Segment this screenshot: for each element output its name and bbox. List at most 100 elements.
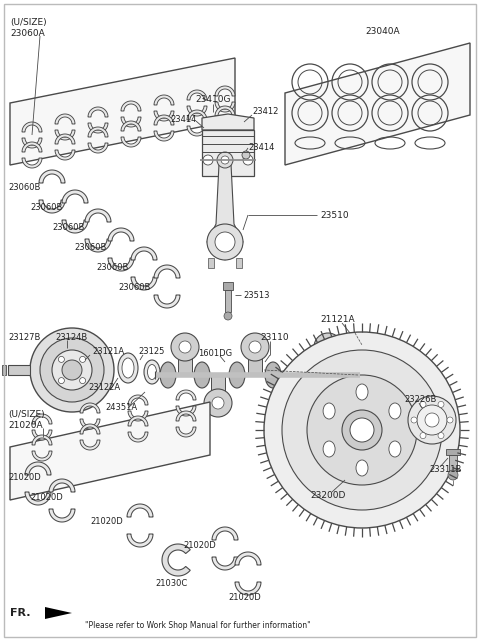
Polygon shape [32,451,52,461]
Circle shape [322,341,334,353]
Text: 23410G: 23410G [195,96,231,104]
Circle shape [307,375,417,485]
Text: 23414: 23414 [248,144,275,153]
Text: 21020D: 21020D [90,517,123,526]
Bar [211,375,225,403]
Circle shape [215,232,235,252]
Polygon shape [235,582,261,595]
Circle shape [204,389,232,417]
Text: "Please refer to Work Shop Manual for further information": "Please refer to Work Shop Manual for fu… [85,620,311,629]
Text: 23513: 23513 [243,290,269,299]
Polygon shape [80,424,100,434]
Polygon shape [55,134,75,144]
Polygon shape [154,95,174,105]
Polygon shape [39,200,65,213]
Polygon shape [25,462,51,475]
Text: 23127B: 23127B [8,333,40,342]
Text: 21020D: 21020D [228,594,261,603]
Circle shape [314,333,342,361]
Polygon shape [22,142,42,152]
Text: FR.: FR. [10,608,31,618]
Polygon shape [62,190,88,203]
Ellipse shape [337,362,353,388]
Text: 23121A: 23121A [92,347,124,356]
Ellipse shape [122,358,134,378]
Polygon shape [154,131,174,141]
Circle shape [52,350,92,390]
Bar [449,455,457,471]
Polygon shape [187,90,207,100]
Polygon shape [25,492,51,505]
Polygon shape [121,101,141,111]
Bar [202,130,254,176]
Polygon shape [154,115,174,125]
Text: 23226B: 23226B [404,395,436,404]
Text: 24351A: 24351A [105,403,137,413]
Circle shape [448,470,458,480]
Text: 23414: 23414 [170,115,196,124]
Ellipse shape [356,384,368,400]
Polygon shape [121,117,141,127]
Polygon shape [128,395,148,405]
Circle shape [242,151,250,159]
Ellipse shape [144,360,160,384]
Text: 23311B: 23311B [429,465,461,474]
Circle shape [286,397,298,409]
Polygon shape [154,265,180,278]
Text: 23110: 23110 [260,333,288,342]
Polygon shape [215,122,235,132]
Polygon shape [176,411,196,421]
Bar [178,347,192,375]
Text: 1601DG: 1601DG [198,349,232,358]
Circle shape [30,328,114,412]
Polygon shape [128,411,148,421]
Polygon shape [108,228,134,241]
Circle shape [438,401,444,408]
Circle shape [59,378,64,383]
Circle shape [212,397,224,409]
Polygon shape [88,107,108,117]
Text: 23060A: 23060A [10,28,45,38]
Polygon shape [49,479,75,492]
Polygon shape [2,365,6,375]
Bar [8,365,30,375]
Polygon shape [32,414,52,424]
Circle shape [80,356,85,362]
Circle shape [342,410,382,450]
Circle shape [264,332,460,528]
Polygon shape [127,504,153,517]
Text: 21020D: 21020D [8,474,41,483]
Circle shape [40,338,104,402]
Polygon shape [202,114,254,130]
Text: 23412: 23412 [252,108,278,117]
Polygon shape [80,440,100,450]
Polygon shape [10,402,210,500]
Ellipse shape [302,362,318,388]
Polygon shape [187,110,207,120]
Circle shape [221,156,229,164]
Bar [223,282,233,290]
Polygon shape [108,258,134,271]
Polygon shape [45,607,72,619]
Circle shape [203,155,213,165]
Circle shape [179,341,191,353]
Polygon shape [10,58,235,165]
Ellipse shape [323,403,335,419]
Circle shape [241,333,269,361]
Text: 23060B: 23060B [74,244,107,253]
Polygon shape [32,430,52,440]
Circle shape [80,378,85,383]
Polygon shape [80,403,100,413]
Bar [236,258,242,268]
Polygon shape [85,239,111,252]
Text: (U/SIZE): (U/SIZE) [8,410,45,419]
Polygon shape [80,419,100,429]
Circle shape [411,417,417,423]
Ellipse shape [160,362,176,388]
Polygon shape [215,102,235,112]
Circle shape [282,350,442,510]
Text: 21121A: 21121A [320,315,355,324]
Polygon shape [121,121,141,131]
Ellipse shape [118,353,138,383]
Circle shape [62,360,82,380]
